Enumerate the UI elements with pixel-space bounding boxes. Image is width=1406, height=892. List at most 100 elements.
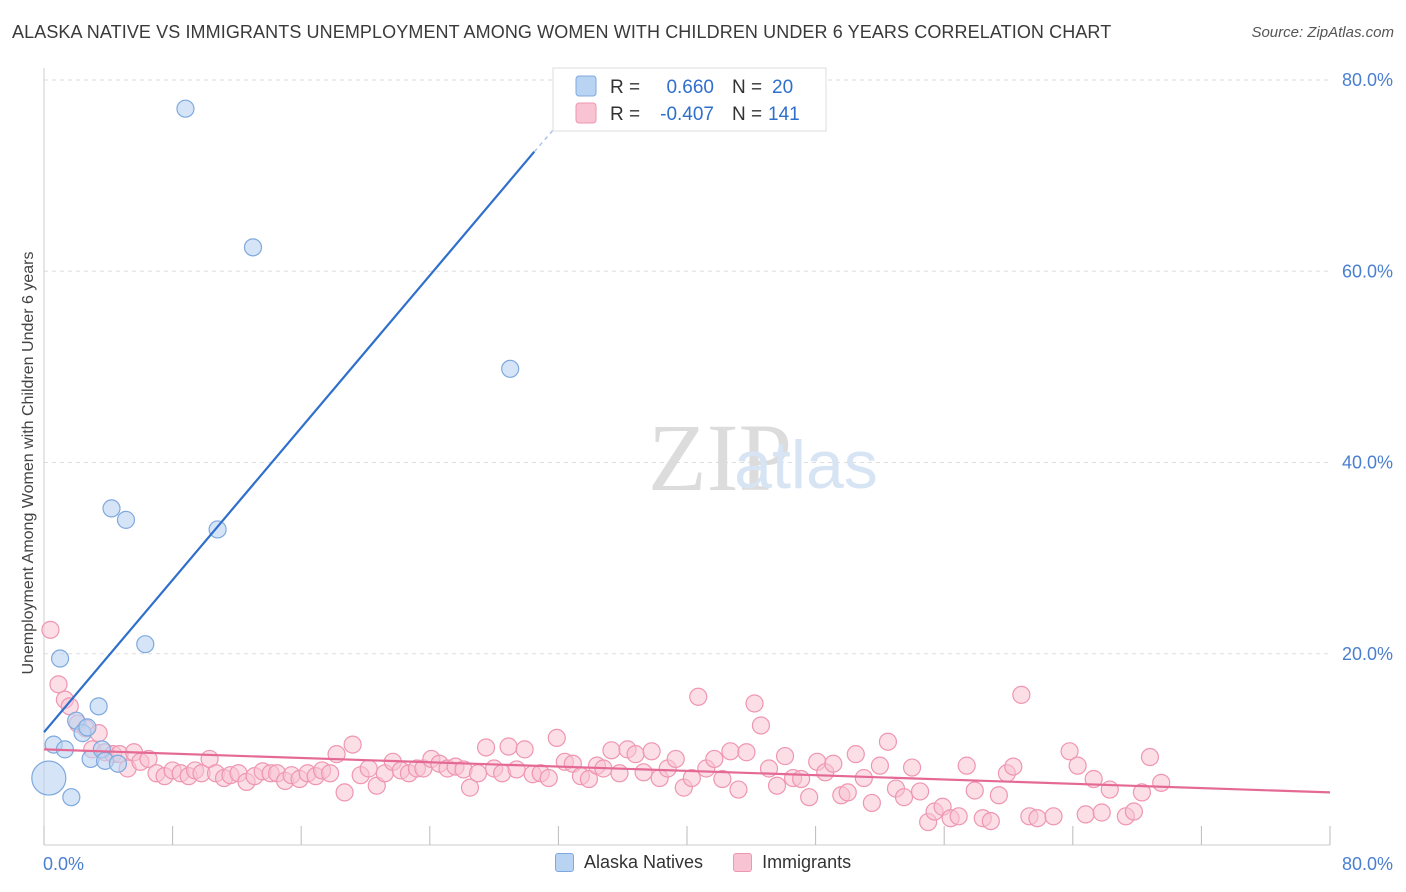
immigrants-point bbox=[321, 764, 340, 783]
legend-swatch-pink bbox=[575, 102, 597, 124]
immigrants-point bbox=[1140, 747, 1160, 767]
y-tick-label: 60.0% bbox=[1342, 261, 1393, 281]
immigrants-point bbox=[775, 746, 795, 766]
alaska-natives-point bbox=[31, 760, 67, 796]
immigrants-point bbox=[729, 780, 748, 799]
y-tick-labels: 20.0% 40.0% 60.0% 80.0% bbox=[1342, 70, 1393, 664]
immigrants-point bbox=[1068, 756, 1087, 775]
immigrants-point bbox=[894, 788, 914, 807]
legend-n-value-blue: 20 bbox=[772, 77, 793, 98]
immigrants-point bbox=[507, 760, 526, 779]
immigrants-point bbox=[1012, 685, 1031, 704]
alaska-natives-point bbox=[62, 788, 81, 807]
immigrants-point bbox=[515, 740, 534, 759]
immigrants-point bbox=[634, 763, 653, 782]
legend-swatch-alaska-natives bbox=[555, 853, 574, 872]
immigrants-point bbox=[682, 768, 701, 788]
immigrants-point bbox=[539, 768, 558, 788]
y-tick-label: 20.0% bbox=[1342, 644, 1393, 664]
legend-r-label-pink: R = bbox=[610, 104, 640, 125]
immigrants-point bbox=[1100, 780, 1119, 799]
immigrants-point bbox=[910, 782, 930, 801]
immigrants-point bbox=[547, 728, 566, 748]
legend-r-label-blue: R = bbox=[610, 77, 640, 98]
immigrants-point bbox=[838, 783, 857, 802]
immigrants-point bbox=[335, 783, 354, 802]
alaska-natives-point bbox=[108, 754, 128, 773]
alaska-natives-point bbox=[208, 520, 227, 539]
immigrants-point bbox=[846, 745, 865, 764]
alaska-natives-point bbox=[50, 649, 70, 668]
y-tick-label: 80.0% bbox=[1342, 70, 1393, 90]
alaska-natives-point bbox=[176, 99, 195, 118]
immigrants-point bbox=[666, 749, 685, 769]
legend-label-immigrants: Immigrants bbox=[762, 852, 852, 872]
axes bbox=[43, 68, 1331, 846]
legend-item-immigrants[interactable]: Immigrants bbox=[733, 852, 851, 873]
immigrants-point bbox=[642, 742, 661, 761]
y-tick-label: 40.0% bbox=[1342, 453, 1393, 473]
immigrants-point bbox=[499, 737, 518, 756]
immigrants-point bbox=[1092, 803, 1111, 822]
immigrants-point bbox=[579, 769, 599, 789]
legend-n-value-pink: 141 bbox=[768, 104, 800, 125]
x-tick-label-min: 0.0% bbox=[43, 854, 84, 874]
alaska-natives-point bbox=[89, 697, 108, 716]
immigrants-point bbox=[602, 741, 621, 760]
alaska-natives-point bbox=[102, 499, 121, 518]
immigrants-point bbox=[689, 687, 708, 706]
immigrants-point bbox=[343, 735, 362, 754]
alaska-natives-point bbox=[243, 238, 263, 257]
immigrants-point bbox=[824, 754, 843, 773]
legend-n-label-pink: N = bbox=[732, 104, 762, 125]
alaska-natives-trend-line bbox=[43, 151, 536, 733]
immigrants-point bbox=[957, 756, 976, 775]
alaska-natives-point bbox=[116, 510, 136, 529]
immigrants-point bbox=[610, 764, 629, 783]
legend-swatch-blue bbox=[575, 75, 597, 97]
immigrants-point bbox=[902, 758, 922, 777]
immigrants-point bbox=[751, 716, 771, 735]
immigrants-point bbox=[359, 759, 378, 778]
immigrants-point bbox=[713, 769, 732, 789]
immigrants-point bbox=[981, 811, 1000, 831]
immigrants-point bbox=[745, 694, 764, 713]
immigrants-point bbox=[1152, 773, 1171, 792]
immigrants-point bbox=[460, 778, 480, 797]
immigrants-point bbox=[721, 742, 740, 761]
source-label: Source: ZipAtlas.com bbox=[1251, 24, 1394, 41]
legend-label-alaska-natives: Alaska Natives bbox=[584, 852, 704, 872]
stats-legend-box bbox=[552, 67, 827, 132]
immigrants-point bbox=[767, 776, 787, 795]
legend-item-alaska-natives[interactable]: Alaska Natives bbox=[555, 852, 703, 873]
alaska-natives-point bbox=[136, 635, 155, 654]
immigrants-point bbox=[626, 745, 645, 764]
stats-legend: R = 0.660 N = 20 R = -0.407 N = 141 bbox=[552, 67, 827, 132]
chart-title: ALASKA NATIVE VS IMMIGRANTS UNEMPLOYMENT… bbox=[12, 22, 1112, 42]
immigrants-point bbox=[468, 764, 488, 783]
alaska-natives-point bbox=[78, 718, 97, 737]
immigrants-point bbox=[989, 786, 1008, 805]
grid bbox=[44, 79, 1330, 655]
immigrants-point bbox=[878, 732, 898, 751]
immigrants-point bbox=[49, 675, 68, 694]
immigrants-point bbox=[476, 738, 496, 757]
immigrants-point bbox=[1124, 802, 1143, 821]
immigrants-point bbox=[1028, 809, 1047, 828]
legend-r-value-blue: 0.660 bbox=[666, 77, 714, 98]
legend-swatch-immigrants bbox=[733, 853, 753, 872]
immigrants-point bbox=[792, 769, 811, 789]
watermark-atlas: atlas bbox=[734, 427, 878, 503]
immigrants-point bbox=[1004, 757, 1023, 776]
alaska-natives-points bbox=[31, 99, 520, 807]
immigrants-point bbox=[1044, 807, 1063, 826]
watermark-zip: ZIP bbox=[648, 404, 792, 511]
legend-r-value-pink: -0.407 bbox=[660, 104, 714, 125]
immigrants-trend-line bbox=[43, 748, 1331, 794]
bottom-legend: Alaska Natives Immigrants bbox=[555, 852, 881, 873]
immigrants-point bbox=[1076, 805, 1095, 824]
alaska-natives-point bbox=[501, 359, 520, 378]
immigrants-point bbox=[705, 749, 724, 769]
immigrants-points bbox=[41, 620, 1171, 832]
